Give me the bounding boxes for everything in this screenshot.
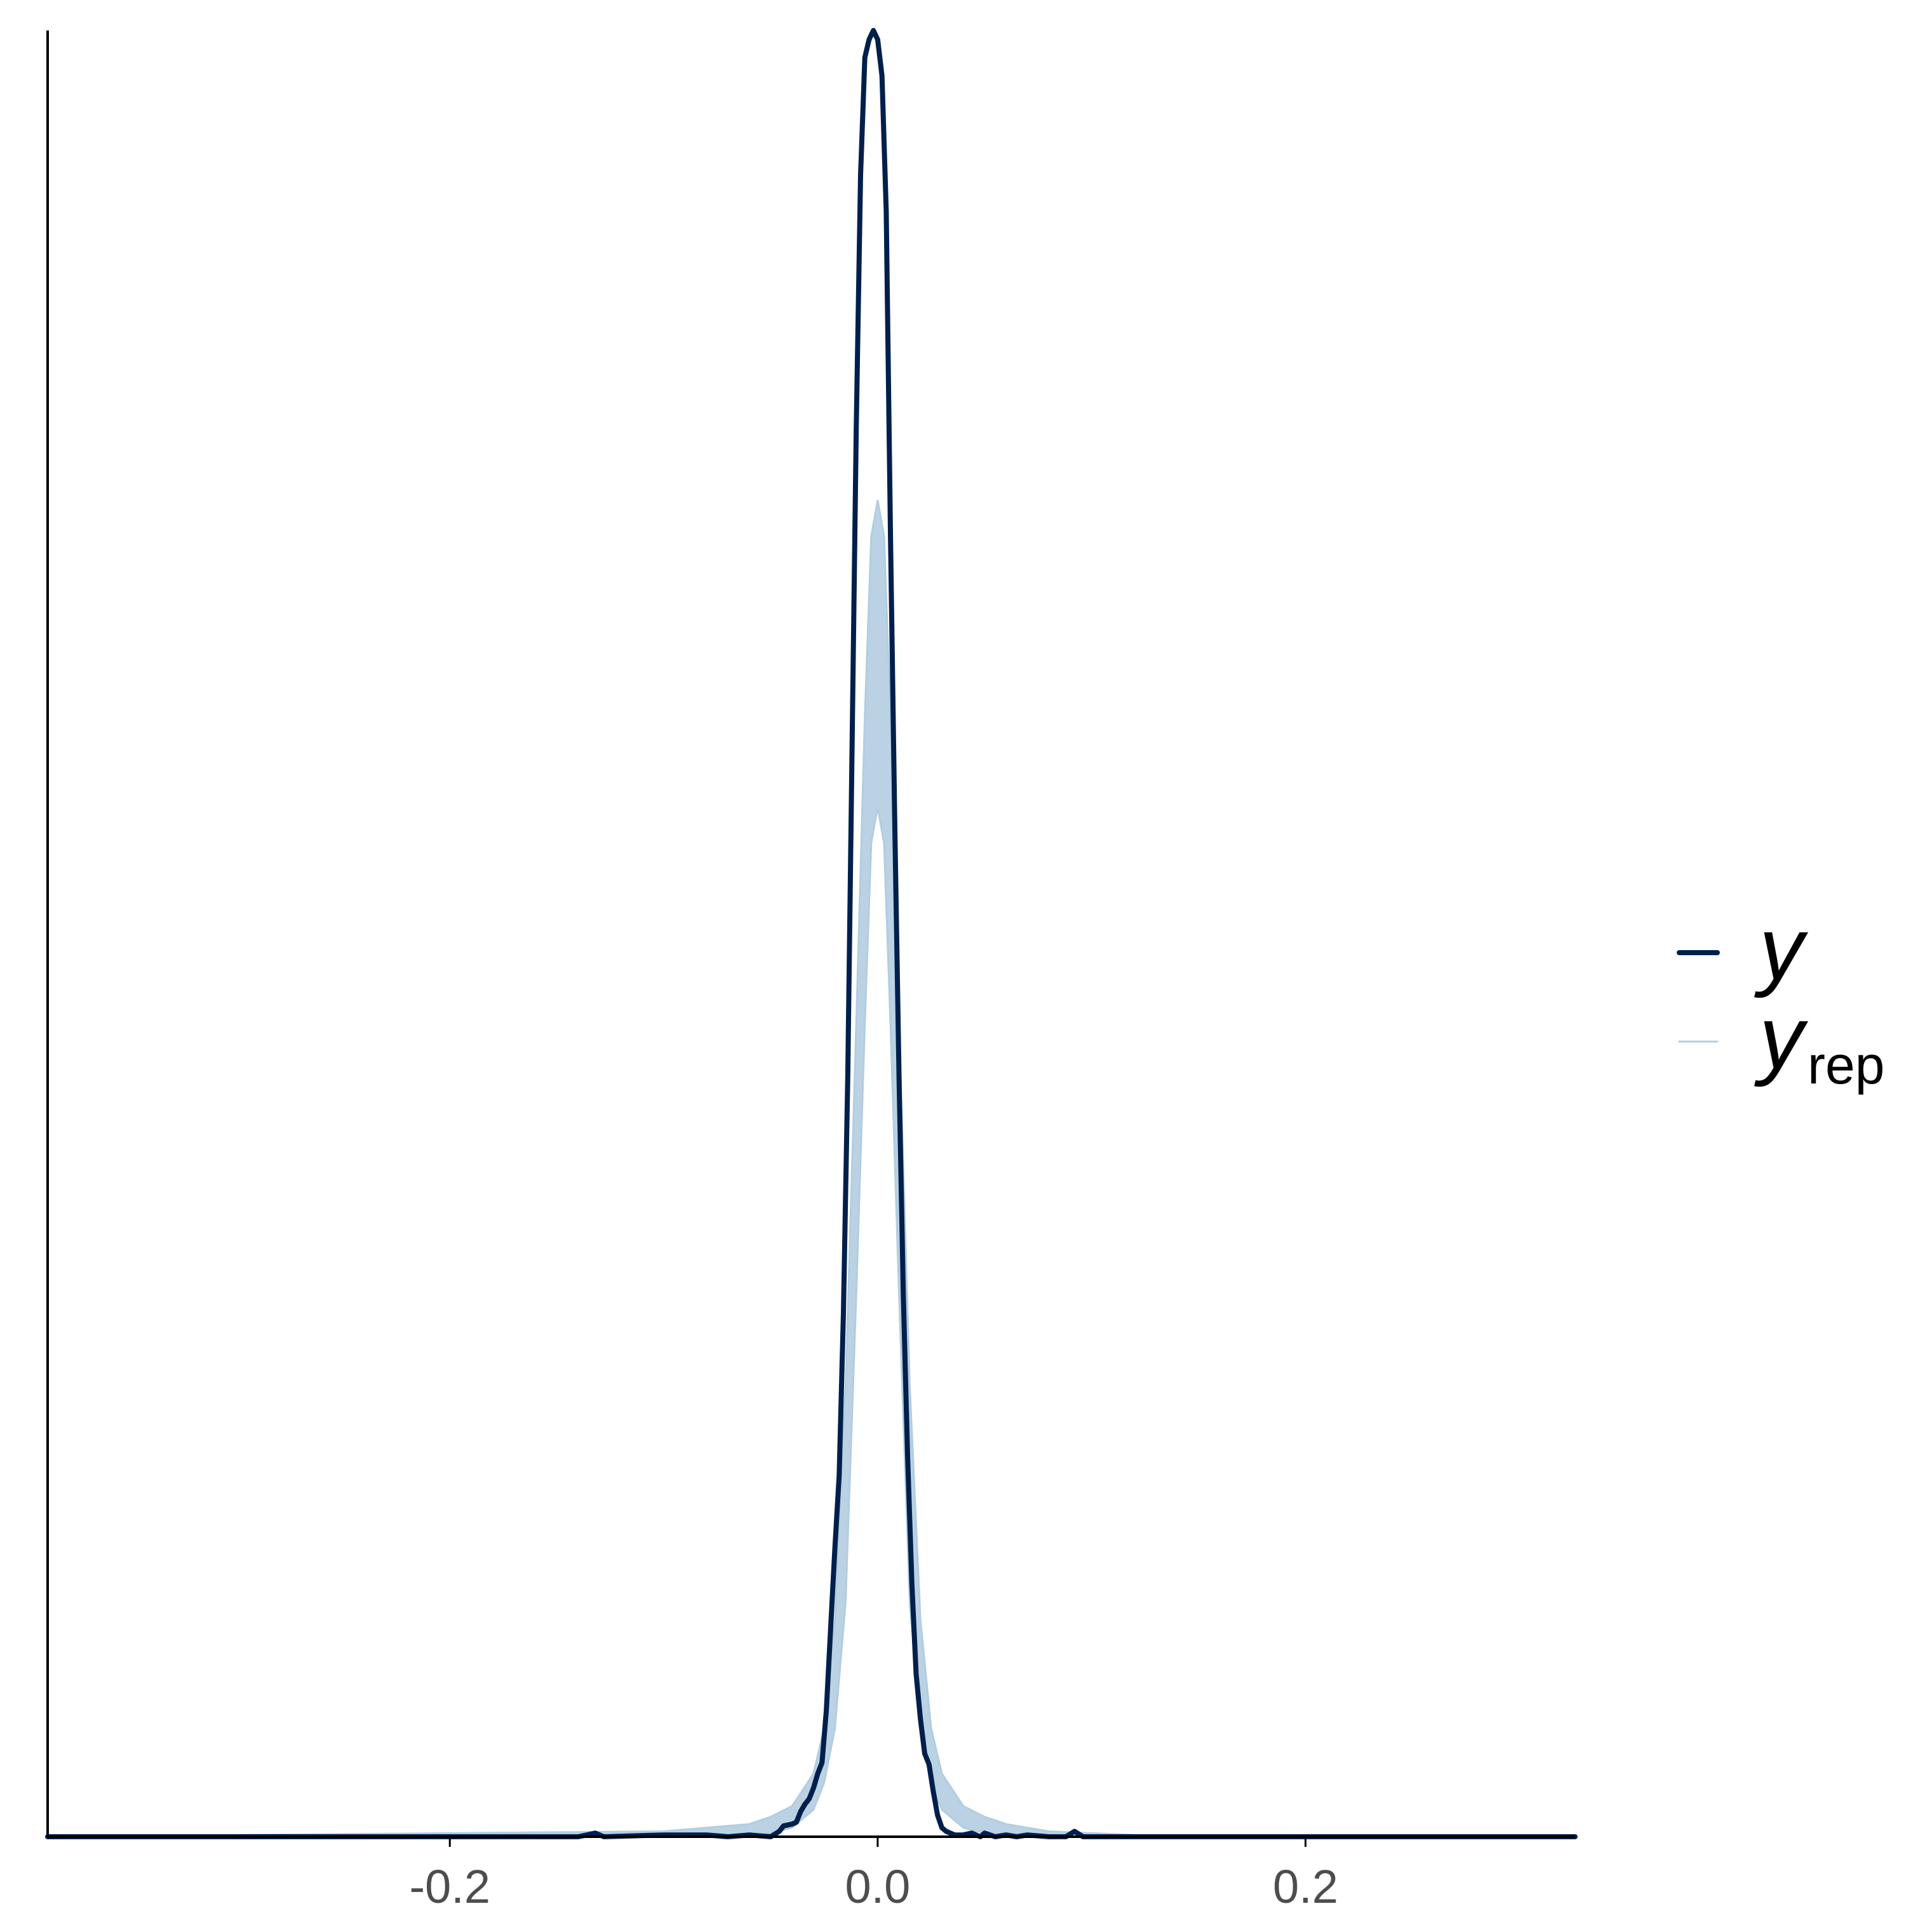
plot-area xyxy=(48,30,1575,1837)
legend-label-subscript: rep xyxy=(1808,1035,1884,1095)
legend-label-yrep: yrep xyxy=(1754,988,1884,1095)
replicated-density-band-layer xyxy=(236,500,1519,1837)
observed-density-line-layer xyxy=(48,30,1575,1837)
x-axis-ticks: -0.2 0.0 0.2 xyxy=(409,1837,1338,1913)
x-tick-label: 0.0 xyxy=(845,1860,910,1913)
replicated-density-band xyxy=(236,500,1519,1837)
x-tick-label: 0.2 xyxy=(1273,1860,1338,1913)
x-tick-label: -0.2 xyxy=(409,1860,490,1913)
legend-label-y: y xyxy=(1754,899,1809,998)
legend-label-main: y xyxy=(1754,988,1809,1087)
observed-density-line xyxy=(48,30,1575,1837)
legend-label-main: y xyxy=(1754,899,1809,998)
